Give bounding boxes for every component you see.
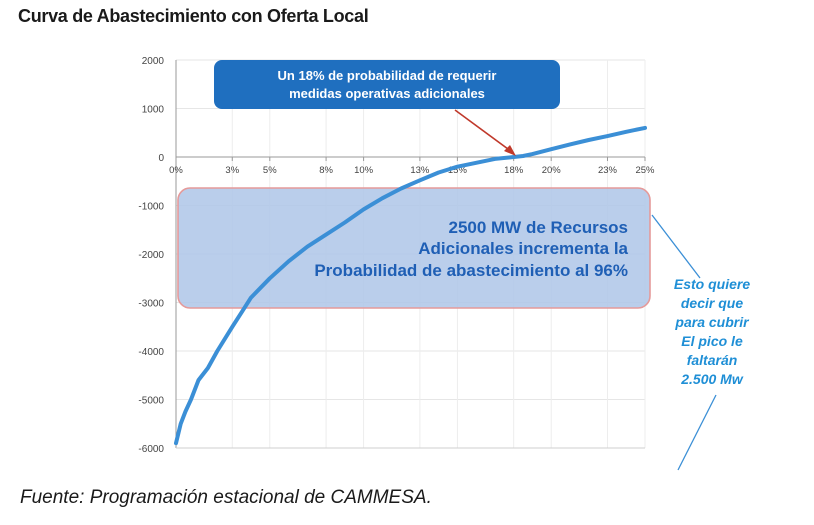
series-line-supply-curve (174, 125, 647, 446)
x-tick-label: 5% (263, 165, 277, 176)
tick-layer: 2000 1000 0 -1000 -2000 -3000 -4000 -5000 -6000 0… (138, 56, 655, 455)
source-caption: Fuente: Programación estacional de CAMME… (20, 487, 432, 508)
axis-layer (175, 60, 646, 449)
y-tick-label: -3000 (138, 299, 164, 310)
callout-line-2: medidas operativas adicionales (289, 86, 485, 101)
side-note: Esto quiere decir que para cubrir El pic… (660, 275, 764, 389)
x-tick-label: 15% (448, 165, 468, 176)
x-tick-label: 18% (504, 165, 524, 176)
x-tick-label: 23% (598, 165, 618, 176)
supply-curve-chart: 2000 1000 0 -1000 -2000 -3000 -4000 -5000 -6000 0… (138, 56, 717, 471)
side-note-line: Esto quiere (673, 276, 751, 292)
x-tick-label: 3% (225, 165, 239, 176)
x-tick-label: 13% (410, 165, 430, 176)
x-tick-label: 8% (319, 165, 333, 176)
callout-box (214, 60, 560, 109)
x-tick-label: 0% (169, 165, 183, 176)
highlight-line-3: Probabilidad de abastecimiento al 96% (314, 261, 628, 280)
side-note-line: El pico le (681, 333, 743, 349)
side-note-line: para cubrir (675, 314, 749, 330)
page-title: Curva de Abastecimiento con Oferta Local (18, 6, 369, 26)
highlight-line-1: 2500 MW de Recursos (448, 218, 628, 237)
y-tick-label: -6000 (138, 444, 164, 455)
y-tick-label: -4000 (138, 347, 164, 358)
y-tick-label: 2000 (142, 56, 165, 67)
y-tick-label: -5000 (138, 396, 164, 407)
highlight-box (177, 187, 651, 309)
callout-line-1: Un 18% de probabilidad de requerir (278, 68, 497, 83)
x-tick-label: 10% (354, 165, 374, 176)
y-tick-label: -1000 (138, 202, 164, 213)
x-tick-label: 20% (542, 165, 562, 176)
side-note-line: 2.500 Mw (681, 371, 743, 387)
side-note-line: decir que (680, 295, 744, 311)
x-tick-label: 25% (635, 165, 655, 176)
highlight-line-2: Adicionales incrementa la (418, 239, 628, 258)
note-connector-upper (651, 214, 701, 279)
note-connector-lower (677, 394, 717, 471)
y-tick-label: 1000 (142, 105, 165, 116)
callout-arrow-head (504, 145, 516, 156)
y-tick-label: -2000 (138, 250, 164, 261)
callout-arrow (454, 109, 513, 153)
side-note-line: faltarán (686, 352, 738, 368)
series-layer (174, 125, 647, 446)
y-tick-label: 0 (158, 153, 164, 164)
